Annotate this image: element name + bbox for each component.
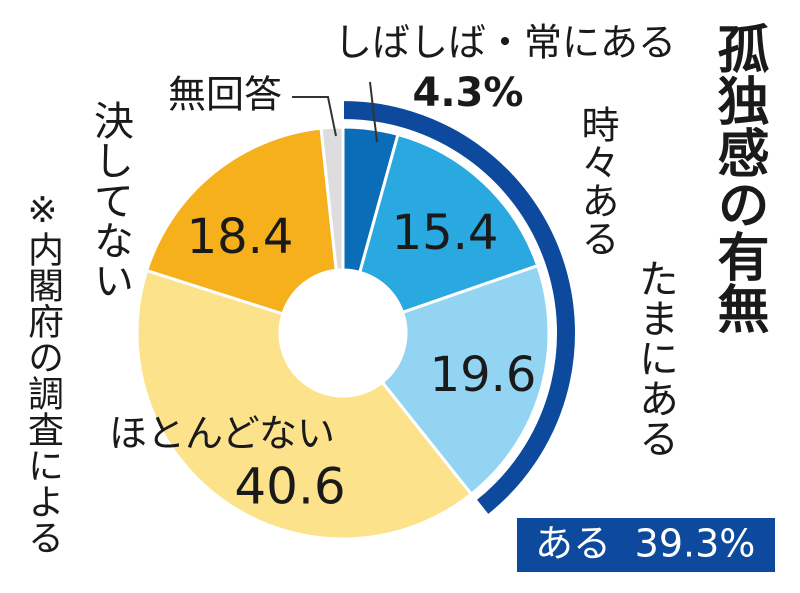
value-label: 19.6 xyxy=(430,347,537,403)
value-label: 15.4 xyxy=(392,205,499,261)
summary-value: 39.3% xyxy=(635,522,756,566)
slice xyxy=(144,126,338,316)
value-label: 18.4 xyxy=(187,209,294,265)
value-label: 4.3% xyxy=(413,70,524,116)
summary-arc xyxy=(342,98,577,517)
value-label: 40.6 xyxy=(234,458,345,516)
category-label: ほとんどない xyxy=(109,412,335,456)
summary-badge xyxy=(517,518,775,572)
category-label: 決してない xyxy=(87,100,133,300)
summary-label: ある xyxy=(535,522,611,566)
note: ※内閣府の調査による xyxy=(22,190,63,555)
chart-title: 孤独感の有無 xyxy=(708,22,768,334)
category-label: しばしば・常にある xyxy=(334,21,676,65)
slice xyxy=(380,263,551,497)
leader-line xyxy=(292,96,337,137)
slice xyxy=(319,125,345,273)
leader-line xyxy=(369,81,378,143)
category-label: 時々ある xyxy=(575,105,619,257)
slice xyxy=(135,268,474,541)
slice xyxy=(357,132,540,315)
category-label: たまにある xyxy=(632,258,678,458)
category-label: 無回答 xyxy=(168,73,282,117)
